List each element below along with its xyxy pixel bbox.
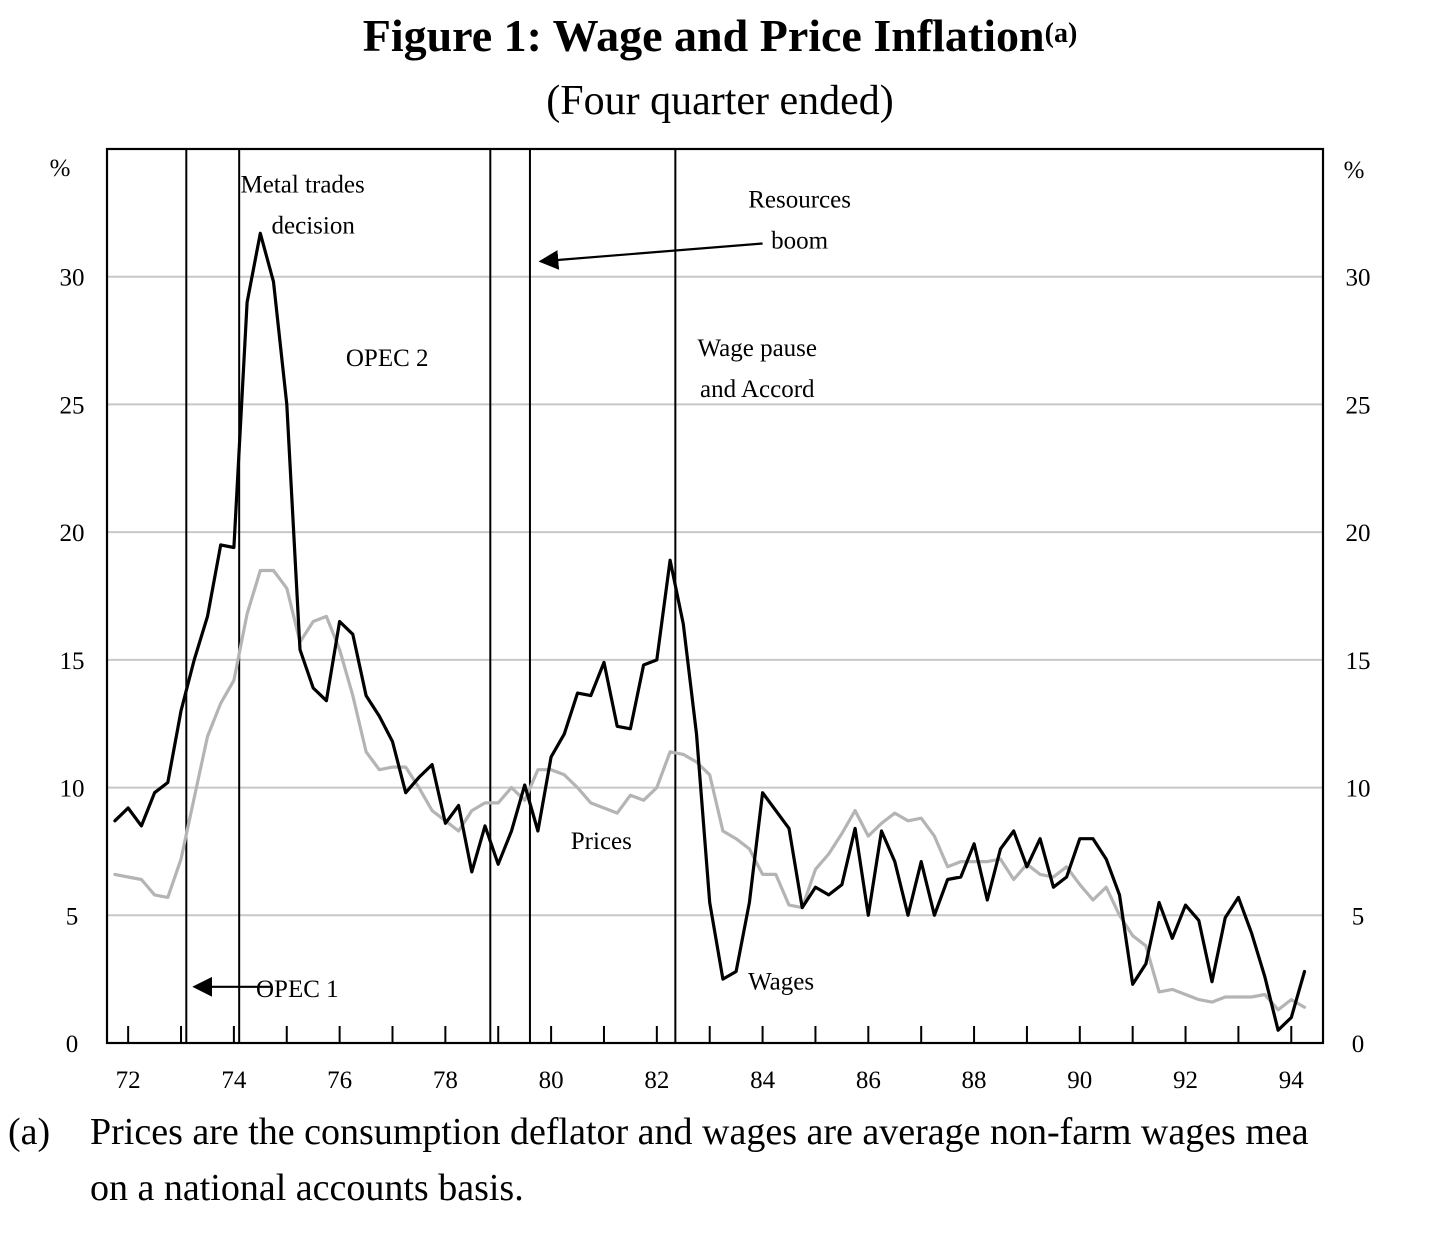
x-tick-label: 80 (539, 1067, 564, 1094)
x-tick-label: 72 (116, 1067, 141, 1094)
annotation-label: Resources (748, 187, 851, 214)
y-tick-label-right: 25 (1346, 392, 1371, 419)
chart-title: Figure 1: Wage and Price Inflation(a) (0, 6, 1440, 66)
x-tick-label: 84 (750, 1067, 776, 1094)
x-tick-label: 82 (644, 1067, 669, 1094)
x-tick-label: 92 (1173, 1067, 1198, 1094)
y-tick-label-left: 30 (60, 265, 85, 292)
y-tick-label-left: 25 (60, 392, 85, 419)
x-tick-label: 78 (433, 1067, 458, 1094)
y-axis-unit-right: % (1344, 157, 1365, 184)
x-tick-label: 86 (856, 1067, 881, 1094)
annotation-label: boom (771, 228, 829, 255)
annotation-label: decision (272, 212, 356, 239)
y-tick-label-right: 15 (1346, 648, 1371, 675)
wage-price-inflation-chart: 0 0 5 5 10 10 15 15 20 20 25 25 30 30% % 72 74 76 78 80 82 84… (50, 147, 1371, 1094)
plot-frame (105, 147, 1325, 1045)
x-tick-label: 76 (327, 1067, 352, 1094)
x-tick-label: 90 (1067, 1067, 1092, 1094)
y-tick-label-left: 20 (60, 520, 85, 547)
y-tick-label-left: 15 (60, 648, 85, 675)
footnote-text-1: Prices are the consumption deflator and … (90, 1111, 1309, 1153)
footnote-line-2: on a national accounts basis. (90, 1167, 524, 1209)
annotation-label: and Accord (700, 376, 815, 403)
y-tick-label-right: 20 (1346, 520, 1371, 547)
y-tick-label-right: 5 (1352, 903, 1365, 930)
footnote-mark: (a) (8, 1111, 51, 1153)
footnote-line-1: (a) Prices are the consumption deflator a… (8, 1104, 1440, 1160)
x-tick-label: 74 (221, 1067, 247, 1094)
y-tick-label-right: 30 (1346, 265, 1371, 292)
annotation-label: OPEC 2 (346, 345, 429, 372)
chart-title-text: Figure 1: Wage and Price Inflation (362, 10, 1045, 61)
x-tick-label: 94 (1279, 1067, 1305, 1094)
y-tick-label-right: 0 (1352, 1031, 1365, 1058)
annotation-arrow (538, 242, 763, 270)
chart-subtitle: (Four quarter ended) (546, 78, 894, 124)
y-tick-label-left: 10 (60, 776, 85, 803)
annotation-label: Wage pause (698, 335, 817, 362)
y-axis-unit-left: % (50, 155, 71, 182)
y-tick-label-left: 5 (66, 903, 79, 930)
series-line-wages (113, 231, 1307, 1032)
footnote: (a) Prices are the consumption deflator a… (8, 1104, 1440, 1216)
annotation-label: OPEC 1 (256, 976, 339, 1003)
x-tick-label: 88 (962, 1067, 987, 1094)
y-tick-label-left: 0 (66, 1031, 79, 1058)
annotation-label: Wages (748, 968, 814, 995)
annotation-label: Metal trades (240, 171, 364, 198)
title-footnote-mark: (a) (1044, 18, 1078, 49)
series-line-prices (113, 568, 1307, 1012)
annotation-label: Prices (571, 828, 632, 855)
y-tick-label-right: 10 (1346, 776, 1371, 803)
